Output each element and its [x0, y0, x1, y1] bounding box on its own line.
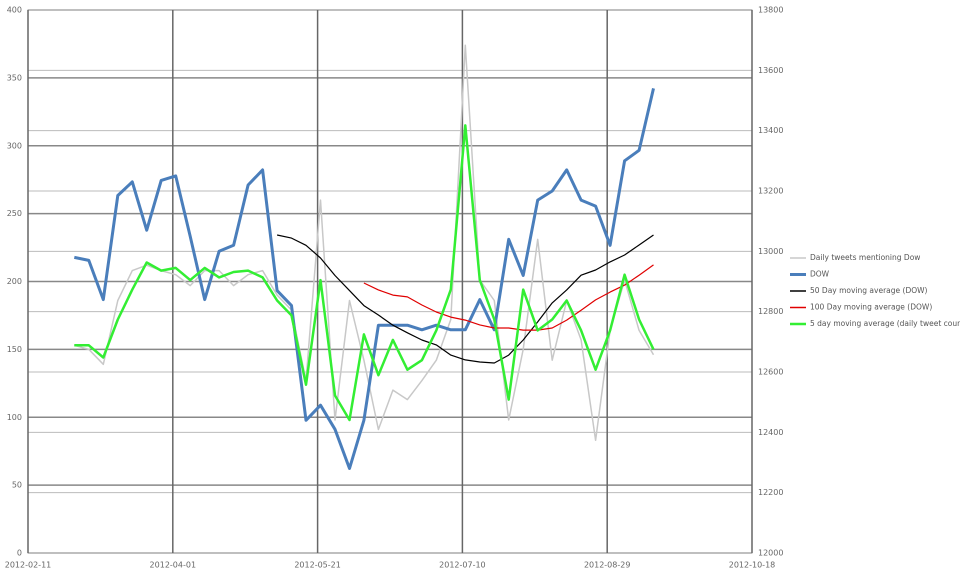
x-tick-label: 2012-07-10 — [439, 561, 486, 570]
y-tick-label: 100 — [7, 413, 22, 422]
legend-label: DOW — [810, 270, 830, 279]
legend: Daily tweets mentioning Dow DOW 50 Day mov… — [790, 253, 960, 328]
x-tick-label: 2012-05-21 — [294, 561, 341, 570]
series-line — [74, 124, 655, 422]
series-line — [363, 264, 654, 331]
y-tick-label: 350 — [7, 73, 22, 82]
y-tick-label: 50 — [12, 481, 22, 490]
y2-tick-label: 13000 — [758, 247, 783, 256]
y2-tick-label: 13600 — [758, 66, 783, 75]
series-line — [73, 88, 655, 470]
y2-tick-label: 13400 — [758, 126, 783, 135]
y2-tick-label: 12400 — [758, 428, 783, 437]
y-tick-label: 250 — [7, 209, 22, 218]
legend-label: 50 Day moving average (DOW) — [810, 286, 928, 295]
y2-tick-label: 12200 — [758, 488, 783, 497]
y-tick-label: 400 — [7, 6, 22, 15]
x-tick-label: 2012-10-18 — [729, 561, 776, 570]
y2-tick-label: 12000 — [758, 549, 783, 558]
series-line — [276, 234, 654, 364]
x-tick-label: 2012-02-11 — [5, 561, 52, 570]
y2-tick-label: 13200 — [758, 187, 783, 196]
x-tick-label: 2012-04-01 — [150, 561, 197, 570]
y2-tick-label: 12600 — [758, 368, 783, 377]
y2-tick-label: 12800 — [758, 307, 783, 316]
y2-tick-label: 13800 — [758, 6, 783, 15]
y-tick-label: 200 — [7, 277, 22, 286]
legend-label: Daily tweets mentioning Dow — [810, 253, 920, 262]
y-tick-label: 0 — [17, 549, 22, 558]
legend-label: 100 Day moving average (DOW) — [810, 303, 932, 312]
y-tick-label: 150 — [7, 345, 22, 354]
x-tick-label: 2012-08-29 — [584, 561, 631, 570]
y-tick-label: 300 — [7, 141, 22, 150]
legend-label: 5 day moving average (daily tweet count) — [810, 319, 960, 328]
series-line — [74, 44, 655, 442]
